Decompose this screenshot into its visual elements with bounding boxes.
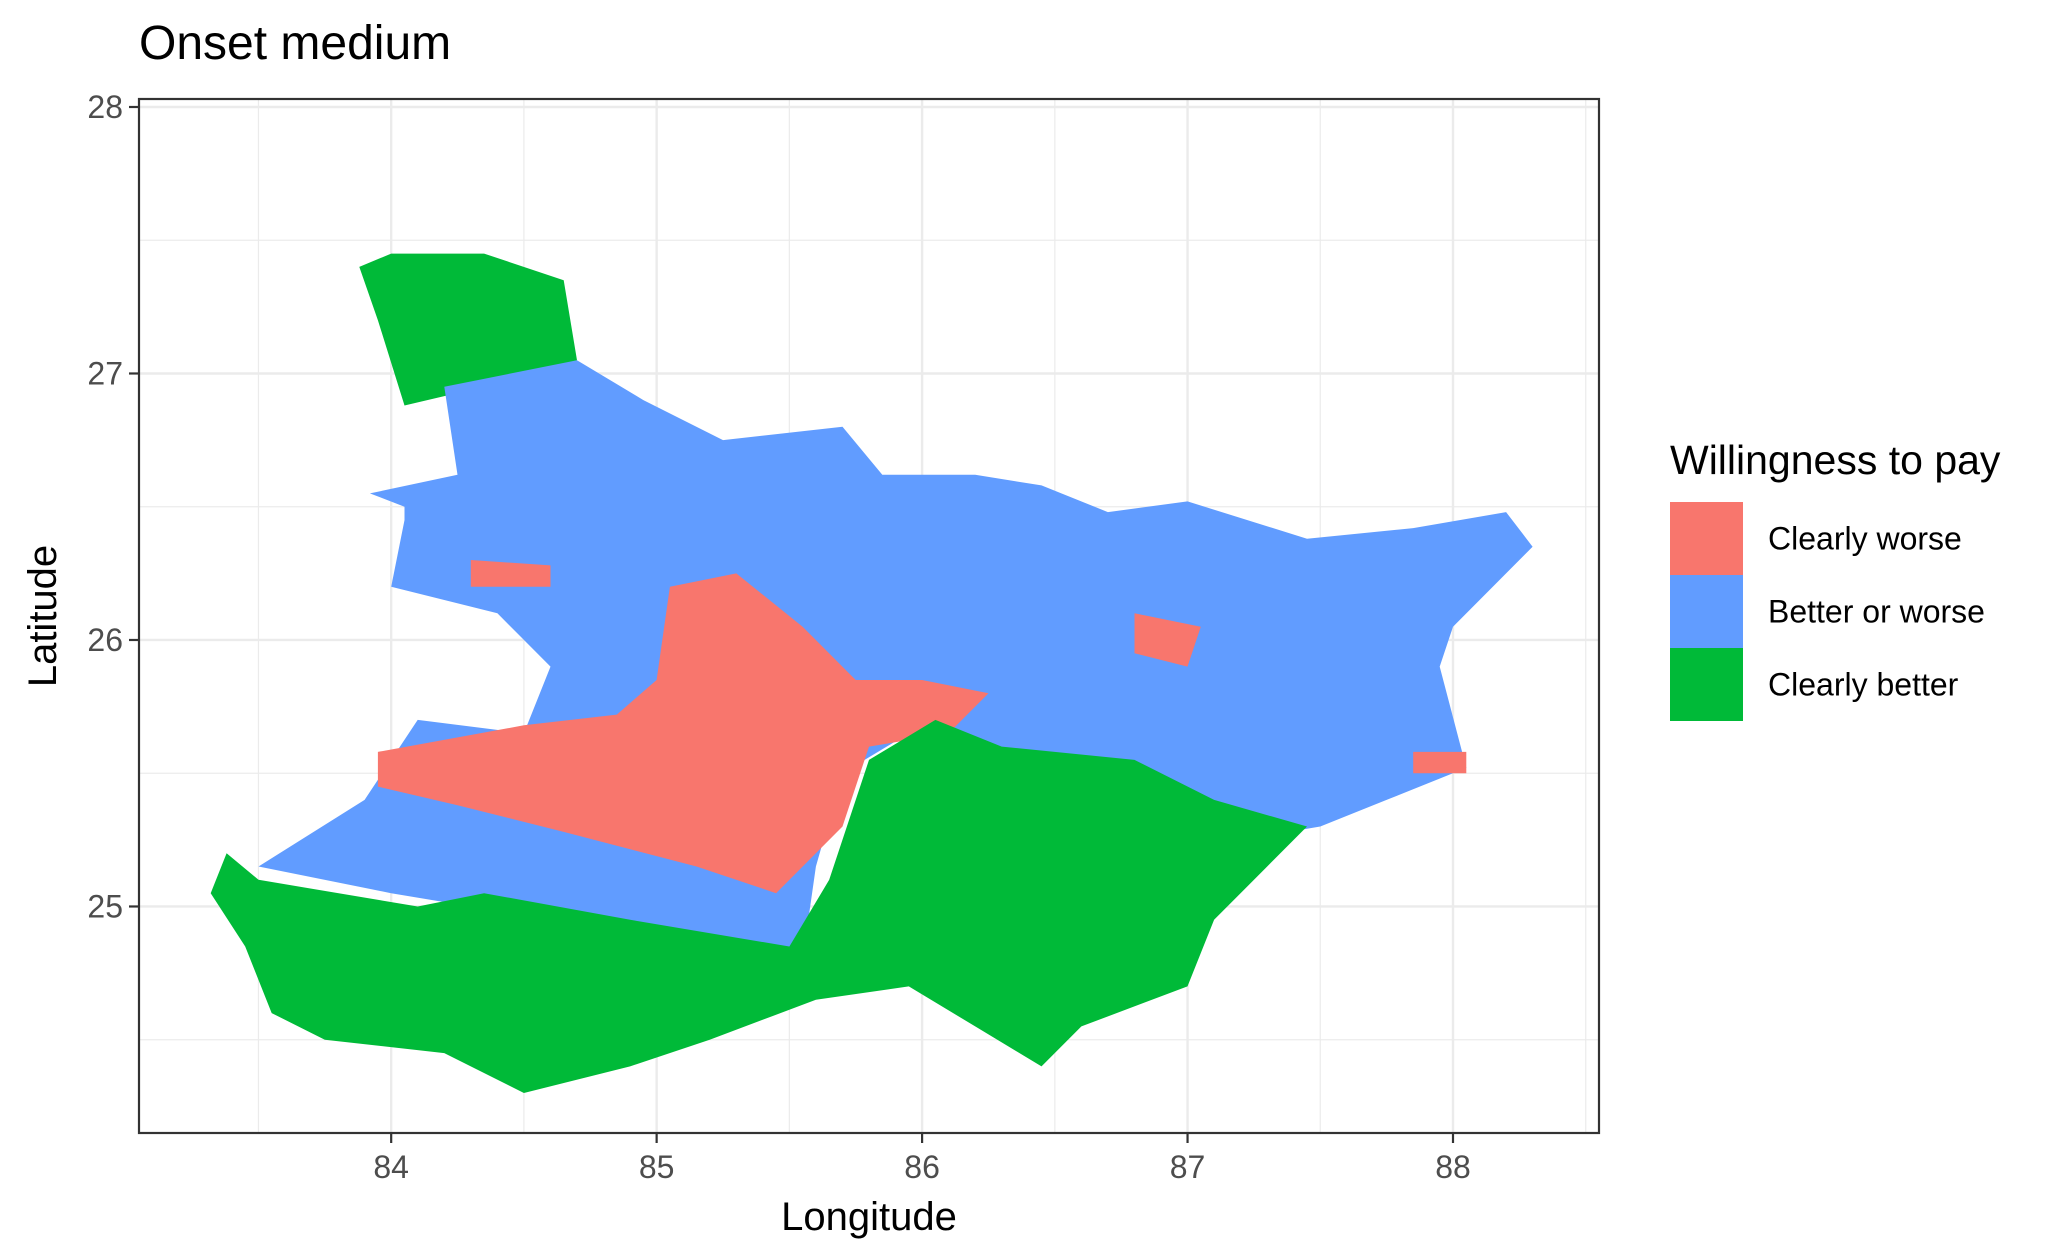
raster-region-2 [377, 573, 989, 894]
x-axis-title: Longitude [781, 1195, 957, 1239]
legend-key-either [1670, 575, 1743, 648]
x-tick-label: 86 [904, 1149, 940, 1185]
y-tick-label: 28 [87, 89, 123, 125]
raster-region-3 [210, 719, 1308, 1093]
x-axis: 84 85 86 87 88 [373, 1133, 1471, 1185]
y-axis-title: Latitude [21, 545, 65, 687]
y-tick-label: 26 [87, 622, 123, 658]
raster-region-0 [359, 253, 577, 406]
legend-title: Willingness to pay [1670, 437, 2001, 483]
raster-layer [210, 253, 1533, 1093]
legend-key-worse [1670, 502, 1743, 575]
raster-region-5 [1134, 613, 1201, 667]
x-tick-label: 85 [639, 1149, 675, 1185]
legend: Willingness to pay Clearly worse Better o… [1670, 437, 2001, 721]
x-tick-label: 88 [1435, 1149, 1471, 1185]
y-axis: 25 26 27 28 [87, 89, 139, 924]
raster-region-6 [1413, 751, 1467, 774]
y-tick-label: 27 [87, 355, 123, 391]
raster-region-4 [470, 560, 551, 587]
chart-title: Onset medium [139, 17, 451, 70]
legend-label-either: Better or worse [1768, 594, 1985, 630]
x-tick-label: 87 [1170, 1149, 1206, 1185]
plot-border [137, 97, 1601, 1135]
x-tick-label: 84 [373, 1149, 409, 1185]
y-tick-label: 25 [87, 888, 123, 924]
legend-key-better [1670, 648, 1743, 721]
legend-label-better: Clearly better [1768, 667, 1959, 703]
legend-label-worse: Clearly worse [1768, 521, 1962, 557]
